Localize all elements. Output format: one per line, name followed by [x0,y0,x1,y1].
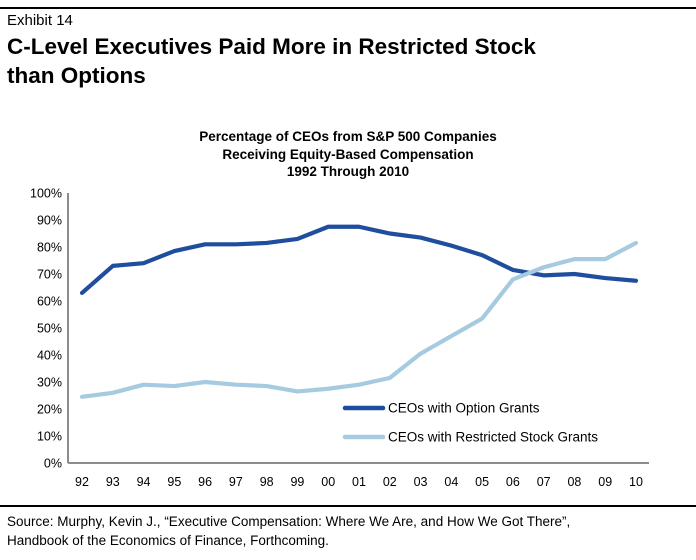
x-tick-label: 02 [383,475,397,489]
x-tick-label: 93 [106,475,120,489]
chart: Percentage of CEOs from S&P 500 Companie… [0,128,696,505]
y-tick-label: 20% [37,402,62,416]
x-tick-label: 08 [567,475,581,489]
source-line1: Source: Murphy, Kevin J., “Executive Com… [7,514,571,529]
page-title-line1: C-Level Executives Paid More in Restrict… [7,34,536,60]
page-title-line2: than Options [7,63,146,89]
y-tick-label: 30% [37,375,62,389]
y-tick-label: 100% [30,186,62,200]
header: Exhibit 14 C-Level Executives Paid More … [7,11,689,91]
top-rule [0,7,696,9]
x-tick-label: 92 [75,475,89,489]
x-tick-label: 99 [290,475,304,489]
x-tick-label: 05 [475,475,489,489]
x-tick-label: 03 [414,475,428,489]
y-tick-label: 40% [37,348,62,362]
series-line-1 [79,240,639,399]
y-tick-label: 60% [37,294,62,308]
legend-label-0: CEOs with Option Grants [388,400,540,415]
x-tick-label: 10 [629,475,643,489]
legend-label-1: CEOs with Restricted Stock Grants [388,429,598,444]
x-tick-label: 06 [506,475,520,489]
x-tick-label: 98 [260,475,274,489]
line-chart-canvas: 0% 10% 20% 30% 40% 50% 60% 70% 80% 90% 100% 92 93 94 9… [30,186,649,489]
y-tick-label: 90% [37,213,62,227]
exhibit-label: Exhibit 14 [7,12,73,29]
chart-title: Percentage of CEOs from S&P 500 Companie… [0,128,696,181]
series-line-0 [79,224,639,295]
y-tick-label: 0% [44,456,62,470]
page-title: C-Level Executives Paid More in Restrict… [7,33,689,91]
x-tick-label: 09 [598,475,612,489]
y-tick-label: 50% [37,321,62,335]
chart-title-line1: Percentage of CEOs from S&P 500 Companie… [199,129,497,144]
x-tick-label: 00 [321,475,335,489]
source-note: Source: Murphy, Kevin J., “Executive Com… [7,513,691,551]
x-tick-label: 95 [167,475,181,489]
source-line2: Handbook of the Economics of Finance, Fo… [7,532,329,548]
x-tick-label: 07 [537,475,551,489]
x-tick-label: 01 [352,475,366,489]
bottom-rule [0,505,696,507]
y-tick-label: 10% [37,429,62,443]
x-tick-label: 04 [444,475,458,489]
x-tick-label: 94 [137,475,151,489]
y-tick-label: 80% [37,240,62,254]
chart-title-line2: Receiving Equity-Based Compensation [222,146,474,162]
x-tick-label: 97 [229,475,243,489]
chart-title-line3: 1992 Through 2010 [286,164,410,180]
y-tick-label: 70% [37,267,62,281]
x-tick-label: 96 [198,475,212,489]
